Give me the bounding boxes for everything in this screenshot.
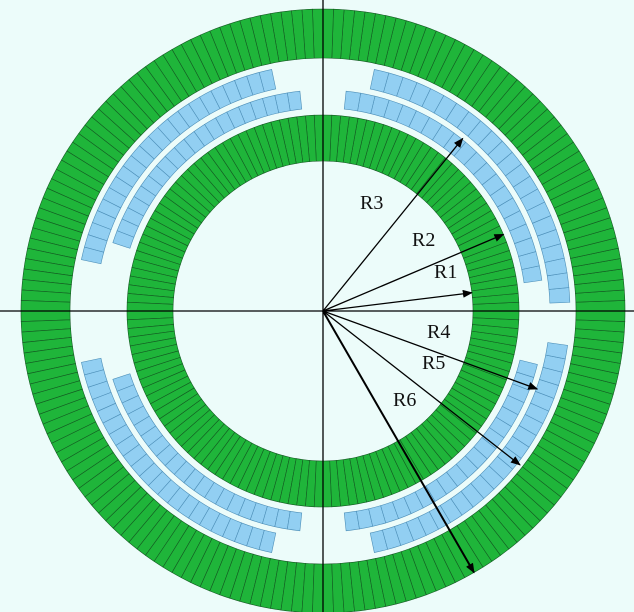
arrow-r2 bbox=[322, 233, 505, 312]
label-r6: R6 bbox=[393, 389, 416, 411]
arrow-r6 bbox=[322, 310, 475, 574]
coil-block-outer bbox=[545, 342, 568, 360]
label-r2: R2 bbox=[412, 229, 435, 251]
coil-block-outer bbox=[369, 69, 390, 93]
label-r5: R5 bbox=[422, 352, 445, 374]
label-r1: R1 bbox=[434, 261, 457, 283]
coil-block-outer bbox=[81, 246, 105, 265]
arrow-r3 bbox=[322, 137, 464, 312]
outer-ring-segment bbox=[575, 310, 626, 322]
outer-ring-segment bbox=[322, 8, 334, 59]
inner-ring bbox=[126, 114, 520, 508]
radius-labels: R3 R2 R1 R4 R5 R6 bbox=[360, 192, 457, 411]
arrow-r5 bbox=[322, 310, 521, 466]
coil-block-outer bbox=[258, 529, 277, 553]
outer-ring bbox=[20, 8, 626, 612]
outer-ring-segment bbox=[20, 300, 71, 312]
outer-ring-segment bbox=[312, 563, 324, 612]
radius-arrows bbox=[322, 137, 539, 574]
arrow-r1 bbox=[322, 289, 473, 312]
coil-block-inner bbox=[286, 510, 303, 532]
coil-layer-outer bbox=[81, 69, 571, 553]
label-r3: R3 bbox=[360, 192, 383, 214]
coil-block-inner bbox=[343, 90, 361, 112]
coil-block-inner bbox=[516, 359, 538, 378]
coil-block-inner bbox=[112, 230, 135, 249]
label-r4: R4 bbox=[427, 321, 450, 343]
coil-block-outer bbox=[548, 287, 571, 304]
arrow-r4 bbox=[322, 310, 539, 390]
coil-layer-inner bbox=[112, 90, 543, 532]
